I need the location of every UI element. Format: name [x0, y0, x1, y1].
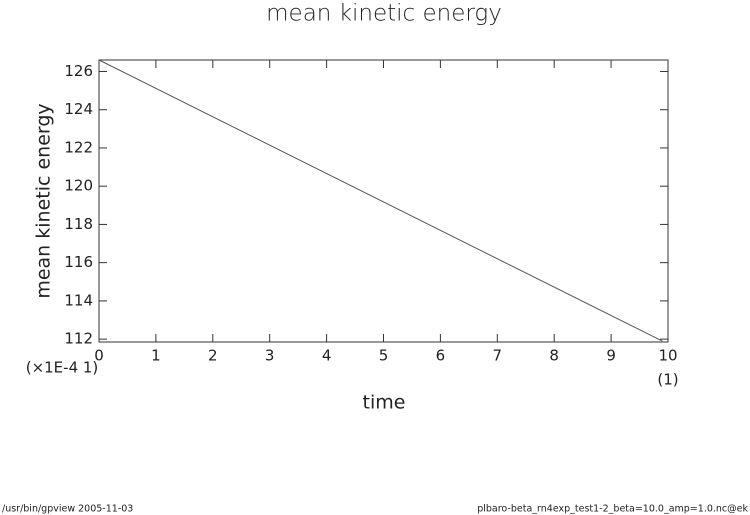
x-tick-label: 9 [606, 347, 616, 365]
x-tick-label: 6 [436, 347, 446, 365]
x-tick-label: 7 [493, 347, 503, 365]
x-tick-label: 8 [549, 347, 559, 365]
x-tick-label: 4 [322, 347, 332, 365]
footer-right: plbaro-beta_rn4exp_test1-2_beta=10.0_amp… [477, 504, 748, 515]
data-line [98, 59, 663, 342]
x-tick-label: 1 [151, 347, 161, 365]
y-tick-label: 116 [64, 253, 93, 271]
x-tick-label: 2 [208, 347, 218, 365]
chart-title: mean kinetic energy [266, 1, 502, 27]
x-tick-label: 0 [94, 347, 104, 365]
y-tick-label: 118 [64, 215, 93, 233]
y-tick-label: 122 [64, 138, 93, 156]
y-tick-label: 112 [64, 330, 93, 348]
y-tick-label: 114 [64, 291, 93, 309]
x-tick-label: 3 [265, 347, 275, 365]
x-tick-label: 10 [658, 347, 677, 365]
y-multiplier: (×1E-4 1) [26, 359, 99, 377]
x-unit: (1) [657, 371, 678, 389]
x-axis-label: time [363, 392, 406, 414]
footer-left: /usr/bin/gpview 2005-11-03 [2, 504, 133, 515]
y-tick-label: 124 [64, 100, 93, 118]
x-tick-label: 5 [379, 347, 389, 365]
y-tick-label: 120 [64, 177, 93, 195]
y-axis-label: mean kinetic energy [33, 103, 55, 298]
y-tick-label: 126 [64, 62, 93, 80]
